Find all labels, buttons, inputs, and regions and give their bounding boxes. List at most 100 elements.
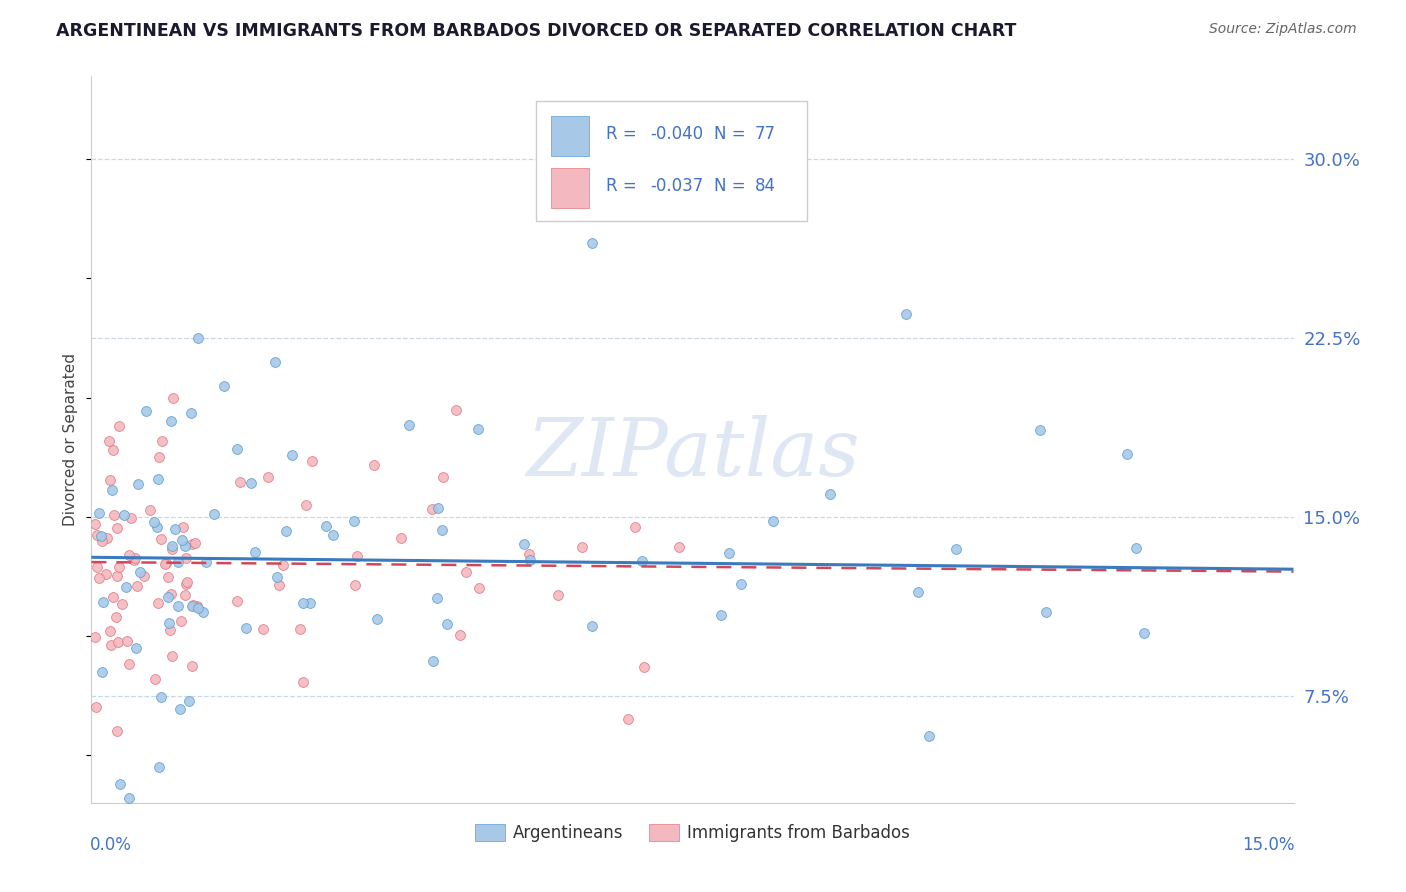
Point [174, 577, 197, 591]
Point [191, 605, 214, 619]
Point [624, 520, 647, 534]
Point [160, 648, 183, 663]
Point [820, 487, 842, 501]
Point [84, 516, 107, 531]
Point [132, 569, 155, 583]
Point [127, 477, 149, 491]
Point [266, 569, 288, 583]
Point [148, 450, 170, 465]
Point [257, 470, 280, 484]
Point [90, 534, 112, 549]
Point [98, 473, 121, 487]
Point [202, 507, 225, 521]
Point [291, 596, 314, 610]
Point [449, 628, 471, 642]
Point [391, 531, 413, 545]
Point [212, 378, 235, 392]
Point [301, 454, 323, 468]
Point [239, 475, 262, 490]
Point [96, 531, 118, 545]
Point [547, 588, 569, 602]
Text: R =: R = [606, 125, 643, 143]
Point [153, 557, 176, 571]
Point [174, 539, 197, 553]
Point [135, 404, 157, 418]
Point [162, 391, 184, 405]
Point [108, 777, 131, 791]
Point [143, 672, 166, 686]
Point [111, 597, 134, 611]
Point [181, 598, 204, 612]
Point [139, 503, 162, 517]
Text: N =: N = [714, 125, 751, 143]
Point [1029, 423, 1052, 437]
Point [159, 587, 181, 601]
Point [187, 331, 209, 345]
Point [125, 579, 148, 593]
Point [146, 472, 169, 486]
Point [101, 483, 124, 497]
Point [225, 442, 247, 457]
Point [454, 565, 477, 579]
Point [159, 414, 181, 428]
Point [101, 591, 124, 605]
Point [730, 577, 752, 591]
Point [107, 635, 129, 649]
Point [157, 590, 180, 604]
Point [115, 634, 138, 648]
Point [346, 549, 368, 564]
Point [1116, 447, 1139, 461]
Point [436, 617, 458, 632]
FancyBboxPatch shape [536, 102, 807, 221]
Point [89, 506, 111, 520]
Point [581, 235, 603, 250]
Point [105, 724, 128, 739]
Point [172, 533, 194, 548]
Point [225, 594, 247, 608]
Point [426, 591, 449, 605]
Point [617, 712, 640, 726]
Point [105, 569, 128, 583]
Text: 0.0%: 0.0% [90, 836, 132, 854]
Point [571, 540, 593, 554]
Point [177, 694, 200, 708]
Point [228, 475, 250, 489]
Point [280, 448, 302, 462]
Point [907, 584, 929, 599]
Point [315, 519, 337, 533]
Point [762, 514, 785, 528]
Point [84, 631, 107, 645]
Point [143, 516, 166, 530]
Point [180, 405, 202, 419]
Point [122, 553, 145, 567]
Text: 77: 77 [755, 125, 776, 143]
Point [108, 560, 131, 574]
Point [174, 589, 197, 603]
Point [103, 508, 125, 522]
Point [398, 418, 420, 433]
Point [146, 520, 169, 534]
Point [519, 553, 541, 567]
Point [167, 555, 190, 569]
Point [172, 519, 194, 533]
Point [187, 601, 209, 615]
Point [125, 640, 148, 655]
Text: 84: 84 [755, 178, 776, 195]
Point [467, 422, 489, 436]
Point [430, 523, 453, 537]
Point [668, 540, 690, 554]
Point [252, 623, 274, 637]
Point [101, 443, 124, 458]
Point [366, 611, 388, 625]
Point [155, 557, 177, 571]
Point [167, 599, 190, 613]
Point [100, 639, 122, 653]
Point [422, 654, 444, 668]
Text: N =: N = [714, 178, 751, 195]
Point [160, 541, 183, 556]
Point [108, 419, 131, 434]
Point [170, 614, 193, 628]
Point [174, 551, 197, 566]
Point [631, 553, 654, 567]
Point [86, 527, 108, 541]
